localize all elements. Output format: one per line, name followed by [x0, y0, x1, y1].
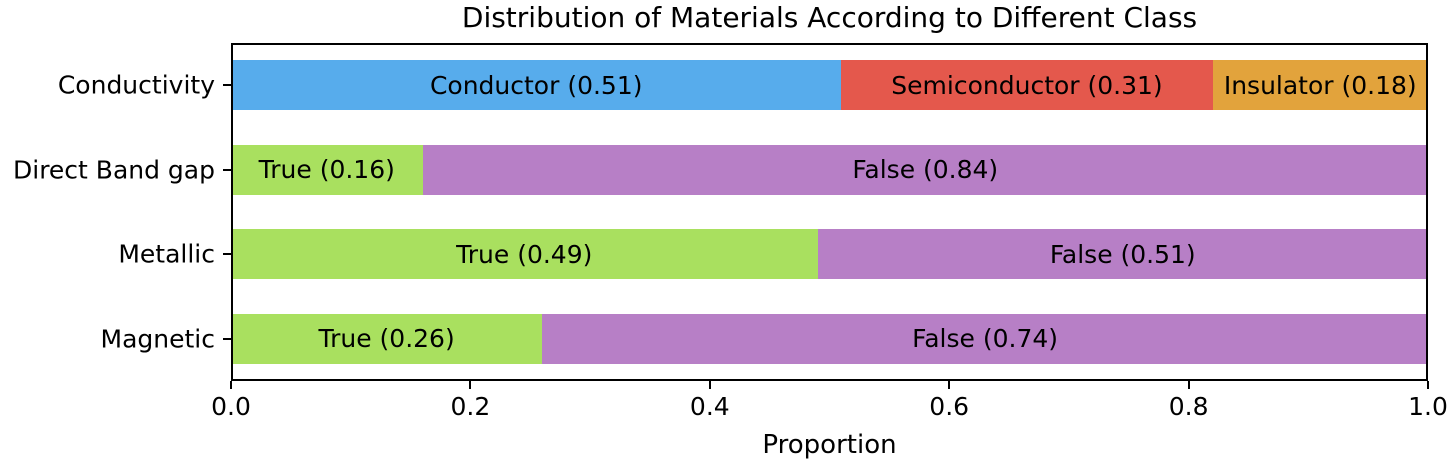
plot-area: Distribution of Materials According to D… — [13, 1, 1448, 458]
x-tick-label-1-0: 1.0 — [1408, 392, 1448, 421]
y-tick-mark — [223, 168, 231, 171]
bar-row-direct-band-gap: True (0.16) False (0.84) — [231, 144, 1428, 195]
bar-row-metallic: True (0.49) False (0.51) — [231, 229, 1428, 280]
bar-row-conductivity: Conductor (0.51) Semiconductor (0.31) Insu… — [231, 60, 1428, 111]
y-axis-label-magnetic: Magnetic — [100, 324, 215, 354]
bar-segment-direct-band-gap-false: False (0.84) — [422, 144, 1428, 195]
x-tick-mark — [469, 381, 472, 389]
y-tick-mark — [223, 337, 231, 340]
x-tick-mark — [1187, 381, 1190, 389]
x-tick-mark — [948, 381, 951, 389]
bar-segment-conductivity-semiconductor: Semiconductor (0.31) — [841, 60, 1213, 111]
bar-segment-metallic-true: True (0.49) — [231, 229, 818, 280]
x-axis-title: Proportion — [762, 430, 897, 460]
bar-row-magnetic: True (0.26) False (0.74) — [231, 313, 1428, 364]
x-tick-mark — [708, 381, 711, 389]
bar-segment-direct-band-gap-true: True (0.16) — [231, 144, 423, 195]
x-tick-label-0-6: 0.6 — [929, 392, 970, 421]
y-tick-mark — [223, 253, 231, 256]
x-tick-label-0-8: 0.8 — [1168, 392, 1209, 421]
y-axis-label-conductivity: Conductivity — [57, 70, 215, 100]
y-axis-label-metallic: Metallic — [118, 239, 215, 269]
x-tick-label-0-0: 0.0 — [211, 392, 251, 421]
x-tick-mark — [230, 381, 232, 389]
bar-segment-conductivity-conductor: Conductor (0.51) — [231, 60, 842, 111]
x-tick-label-0-4: 0.4 — [689, 392, 730, 421]
x-tick-mark — [1427, 381, 1429, 389]
bar-segment-magnetic-false: False (0.74) — [542, 313, 1428, 364]
chart-title: Distribution of Materials According to D… — [461, 1, 1198, 34]
bar-segment-metallic-false: False (0.51) — [817, 229, 1428, 280]
x-tick-label-0-2: 0.2 — [450, 392, 491, 421]
bar-segment-conductivity-insulator: Insulator (0.18) — [1212, 60, 1428, 111]
y-axis-label-direct-band-gap: Direct Band gap — [13, 155, 215, 185]
y-tick-mark — [223, 84, 231, 87]
bar-segment-magnetic-true: True (0.26) — [231, 313, 543, 364]
